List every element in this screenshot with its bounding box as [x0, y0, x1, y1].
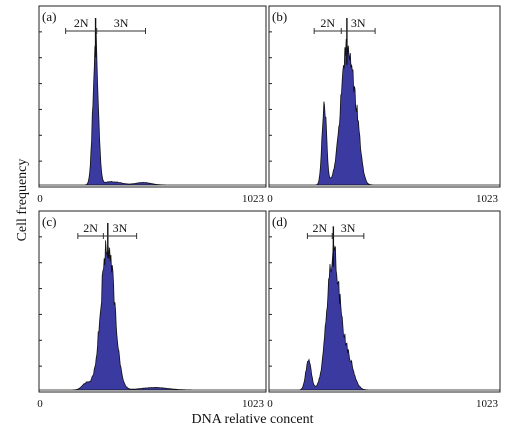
histogram-panel-3: 2N 3N (c) 0 1023: [37, 210, 267, 410]
gate-label-3n: 3N: [113, 221, 128, 235]
gate-label-3n: 3N: [114, 16, 129, 30]
panel-label: (c): [42, 214, 56, 229]
x-tick-label-min: 0: [267, 398, 273, 410]
x-tick-label-max: 1023: [242, 398, 265, 410]
x-tick-label-min: 0: [267, 193, 273, 205]
panel-frame: [38, 5, 267, 188]
histogram-area: [269, 38, 500, 186]
gate-label-2n: 2N: [320, 16, 335, 30]
x-tick-label-min: 0: [37, 193, 43, 205]
gate-label-3n: 3N: [341, 221, 356, 235]
x-axis-label: DNA relative concent: [191, 412, 314, 427]
histogram-area: [269, 244, 500, 391]
histogram-area: [39, 33, 266, 186]
gate-label-3n: 3N: [351, 16, 366, 30]
gate-label-2n: 2N: [312, 221, 327, 235]
panel-frame: [268, 5, 501, 188]
histogram-panel-4: 2N 3N (d) 0 1023: [267, 210, 501, 410]
panel-label: (d): [272, 214, 287, 229]
panel-label: (a): [42, 9, 56, 24]
histogram-panel-1: 2N 3N (a) 0 1023: [37, 5, 267, 205]
gate-label-2n: 2N: [83, 221, 98, 235]
histogram-area: [39, 240, 266, 391]
gate-label-2n: 2N: [74, 16, 89, 30]
panel-label: (b): [272, 9, 287, 24]
x-tick-label-min: 0: [37, 398, 43, 410]
histogram-panel-2: 2N 3N (b) 0 1023: [267, 5, 501, 205]
y-axis-label: Cell frequency: [15, 158, 30, 242]
x-tick-label-max: 1023: [242, 193, 265, 205]
panel-frame: [38, 210, 267, 393]
x-tick-label-max: 1023: [476, 398, 499, 410]
x-tick-label-max: 1023: [476, 193, 499, 205]
panel-frame: [268, 210, 501, 393]
